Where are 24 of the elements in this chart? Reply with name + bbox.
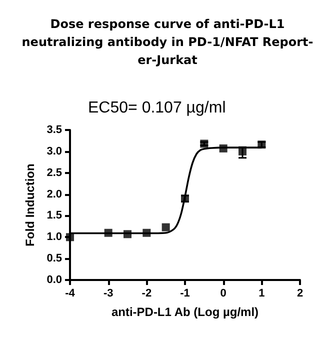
y-axis-title: Fold Induction bbox=[22, 164, 37, 246]
y-tick-label: 1.0 bbox=[46, 231, 62, 244]
point bbox=[142, 228, 151, 237]
x-tick-label: 0 bbox=[220, 288, 226, 300]
x-tick-label: -1 bbox=[180, 288, 190, 300]
x-axis-title: anti-PD-L1 Ab (Log µg/ml) bbox=[111, 305, 259, 319]
x-tick-label: -3 bbox=[103, 288, 114, 300]
y-tick-label: 0.0 bbox=[46, 274, 62, 286]
point bbox=[124, 230, 132, 238]
y-tick-label: 2.0 bbox=[46, 188, 62, 200]
x-tick-label: -2 bbox=[142, 288, 152, 300]
y-tick-label: 3.5 bbox=[46, 124, 62, 136]
point bbox=[219, 144, 228, 152]
y-tick-label: 1.5 bbox=[46, 210, 62, 222]
y-tick-label: 0.5 bbox=[46, 252, 62, 265]
text: EC50= 0.107 µg/ml bbox=[88, 100, 226, 116]
point bbox=[104, 228, 112, 237]
x-tick-label: 2 bbox=[296, 288, 304, 300]
x-tick-label: -4 bbox=[65, 288, 76, 300]
chart-title: Dose response curve of anti-PD-L1 neutralizing antibody in PD-1/NFAT Report- er-Jurkat bbox=[22, 17, 314, 67]
x-tick-label: 1 bbox=[258, 288, 265, 300]
y-tick-label: 2.5 bbox=[46, 166, 62, 179]
y-tick-label: 3.0 bbox=[46, 145, 62, 158]
point bbox=[162, 223, 170, 232]
